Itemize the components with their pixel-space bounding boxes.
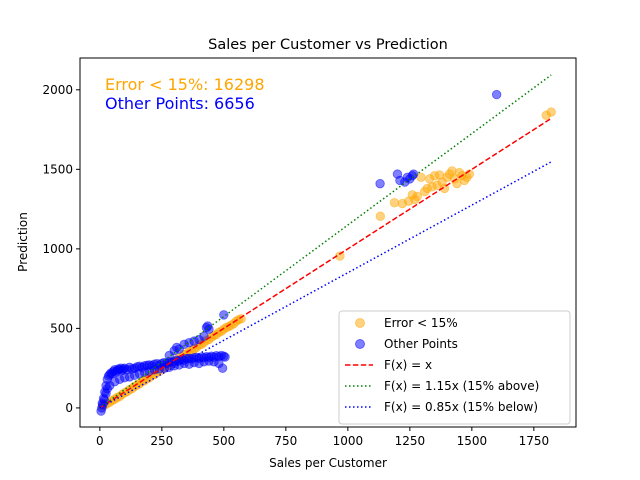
x-tick-label: 1000: [333, 434, 364, 448]
y-tick-label: 1500: [42, 163, 73, 177]
x-tick-label: 1500: [457, 434, 488, 448]
y-axis-ticks: 0 500 1000 1500 2000: [42, 83, 80, 415]
x-tick-label: 1250: [395, 434, 426, 448]
scatter-points: [96, 89, 556, 416]
reference-line-4: [99, 161, 552, 409]
x-tick-label: 750: [274, 434, 297, 448]
x-axis-title: Sales per Customer: [269, 456, 387, 470]
y-tick-label: 1000: [42, 242, 73, 256]
annotation-other-count: Other Points: 6656: [105, 94, 255, 113]
reference-line-2: [99, 117, 552, 409]
scatter-point-other: [408, 169, 419, 179]
y-tick-label: 2000: [42, 83, 73, 97]
y-tick-label: 0: [65, 401, 73, 415]
x-tick-label: 1750: [519, 434, 550, 448]
x-tick-label: 0: [96, 434, 104, 448]
scatter-point-error: [375, 211, 386, 221]
x-tick-label: 500: [212, 434, 235, 448]
reference-line-3: [99, 74, 552, 409]
scatter-point-error: [389, 198, 400, 208]
scatter-point-other: [375, 178, 385, 189]
y-axis-title: Prediction: [16, 212, 30, 272]
legend-marker-other: [355, 339, 365, 349]
legend-label-above: F(x) = 1.15x (15% above): [384, 379, 539, 393]
scatter-point-other: [220, 352, 230, 362]
legend-label-identity: F(x) = x: [384, 358, 432, 372]
chart-title: Sales per Customer vs Prediction: [208, 37, 448, 53]
reference-lines: [99, 74, 552, 409]
y-tick-label: 500: [50, 322, 73, 336]
scatter-point-other: [491, 89, 502, 100]
legend-marker-error: [355, 318, 365, 328]
legend-label-error: Error < 15%: [384, 316, 458, 330]
legend: Error < 15% Other Points F(x) = x F(x) =…: [338, 310, 571, 425]
scatter-point-other: [204, 324, 214, 334]
legend-box: [338, 310, 571, 425]
legend-label-below: F(x) = 0.85x (15% below): [384, 400, 538, 414]
legend-label-other: Other Points: [384, 337, 458, 351]
scatter-point-other: [219, 310, 229, 320]
scatter-point-error: [412, 191, 422, 202]
scatter-point-error: [546, 107, 556, 117]
x-tick-label: 250: [150, 434, 173, 448]
x-axis-ticks: 0 250 500 750 1000 1250 1500 1750: [96, 427, 549, 448]
annotation-error-count: Error < 15%: 16298: [105, 75, 265, 94]
